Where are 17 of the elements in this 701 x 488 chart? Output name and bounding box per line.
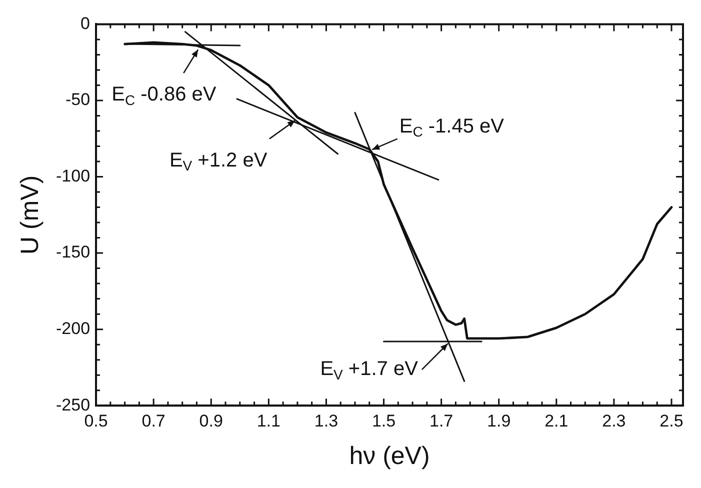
y-tick-label: -50 bbox=[65, 90, 90, 110]
x-tick-label: 1.3 bbox=[314, 411, 338, 430]
x-tick-label: 0.7 bbox=[142, 411, 166, 430]
y-axis-title: U (mV) bbox=[16, 175, 44, 254]
x-tick-label: 1.5 bbox=[372, 411, 396, 430]
x-tick-label: 2.5 bbox=[660, 411, 684, 430]
x-tick-label: 2.1 bbox=[544, 411, 568, 430]
y-tick-label: 0 bbox=[80, 14, 90, 33]
x-tick-label: 0.9 bbox=[199, 411, 223, 430]
x-tick-label: 1.1 bbox=[256, 411, 280, 430]
x-tick-label: 2.3 bbox=[602, 411, 626, 430]
y-tick-label: -100 bbox=[56, 166, 90, 186]
y-tick-label: -200 bbox=[56, 319, 90, 338]
x-tick-label: 1.7 bbox=[429, 411, 454, 430]
x-axis-title: hν (eV) bbox=[349, 442, 430, 470]
y-tick-label: -150 bbox=[56, 242, 90, 262]
x-tick-label: 1.9 bbox=[487, 411, 511, 430]
